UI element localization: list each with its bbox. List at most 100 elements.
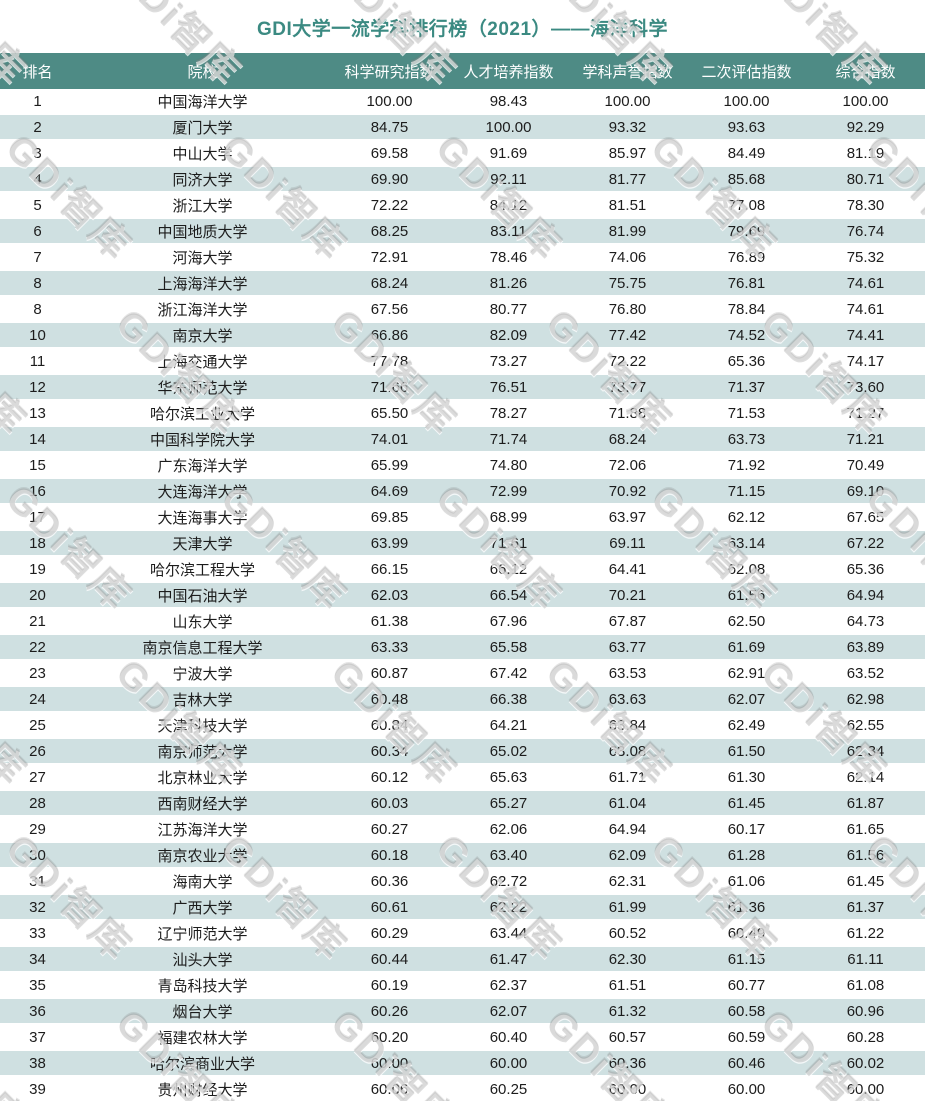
table-row: 35 青岛科技大学 60.19 62.37 61.51 60.77 61.08 bbox=[0, 972, 925, 999]
rank-cell: 22 bbox=[0, 634, 75, 661]
rank-cell: 38 bbox=[0, 1050, 75, 1077]
table-row: 22 南京信息工程大学 63.33 65.58 63.77 61.69 63.89 bbox=[0, 634, 925, 661]
index-value-cell: 74.41 bbox=[806, 322, 925, 349]
rank-cell: 27 bbox=[0, 764, 75, 791]
index-value-cell: 61.11 bbox=[806, 946, 925, 973]
institution-cell: 贵州财经大学 bbox=[75, 1076, 330, 1101]
index-value-cell: 60.17 bbox=[687, 816, 806, 843]
index-value-cell: 68.99 bbox=[449, 504, 568, 531]
table-row: 36 烟台大学 60.26 62.07 61.32 60.58 60.96 bbox=[0, 998, 925, 1025]
institution-cell: 中国海洋大学 bbox=[75, 89, 330, 115]
index-value-cell: 74.17 bbox=[806, 348, 925, 375]
index-value-cell: 77.78 bbox=[330, 348, 449, 375]
index-value-cell: 65.36 bbox=[687, 348, 806, 375]
index-value-cell: 60.44 bbox=[330, 946, 449, 973]
index-value-cell: 60.00 bbox=[449, 1050, 568, 1077]
institution-cell: 广西大学 bbox=[75, 894, 330, 921]
institution-cell: 上海交通大学 bbox=[75, 348, 330, 375]
institution-cell: 南京信息工程大学 bbox=[75, 634, 330, 661]
column-header-reputation-index: 学科声誉指数 bbox=[568, 53, 687, 89]
index-value-cell: 70.92 bbox=[568, 478, 687, 505]
table-row: 17 大连海事大学 69.85 68.99 63.97 62.12 67.65 bbox=[0, 504, 925, 531]
index-value-cell: 100.00 bbox=[449, 114, 568, 141]
index-value-cell: 63.44 bbox=[449, 920, 568, 947]
index-value-cell: 62.98 bbox=[806, 686, 925, 713]
index-value-cell: 60.40 bbox=[449, 1024, 568, 1051]
index-value-cell: 61.56 bbox=[687, 582, 806, 609]
institution-cell: 哈尔滨工程大学 bbox=[75, 556, 330, 583]
rank-cell: 21 bbox=[0, 608, 75, 635]
table-row: 15 广东海洋大学 65.99 74.80 72.06 71.92 70.49 bbox=[0, 452, 925, 479]
table-row: 30 南京农业大学 60.18 63.40 62.09 61.28 61.56 bbox=[0, 842, 925, 869]
index-value-cell: 70.49 bbox=[806, 452, 925, 479]
index-value-cell: 69.90 bbox=[330, 166, 449, 193]
table-row: 13 哈尔滨工业大学 65.50 78.27 71.88 71.53 71.27 bbox=[0, 400, 925, 427]
index-value-cell: 72.91 bbox=[330, 244, 449, 271]
column-header-research-index: 科学研究指数 bbox=[330, 53, 449, 89]
index-value-cell: 62.72 bbox=[449, 868, 568, 895]
index-value-cell: 63.99 bbox=[330, 530, 449, 557]
index-value-cell: 74.80 bbox=[449, 452, 568, 479]
index-value-cell: 63.52 bbox=[806, 660, 925, 687]
index-value-cell: 77.42 bbox=[568, 322, 687, 349]
index-value-cell: 71.37 bbox=[687, 374, 806, 401]
table-row: 27 北京林业大学 60.12 65.63 61.71 61.30 62.14 bbox=[0, 764, 925, 791]
rank-cell: 5 bbox=[0, 192, 75, 219]
institution-cell: 中国地质大学 bbox=[75, 218, 330, 245]
index-value-cell: 73.77 bbox=[568, 374, 687, 401]
index-value-cell: 67.42 bbox=[449, 660, 568, 687]
ranking-table: 排名 院校 科学研究指数 人才培养指数 学科声誉指数 二次评估指数 综合指数 1 中国海洋大学… bbox=[0, 53, 925, 1101]
index-value-cell: 60.36 bbox=[568, 1050, 687, 1077]
index-value-cell: 65.99 bbox=[330, 452, 449, 479]
institution-cell: 中国石油大学 bbox=[75, 582, 330, 609]
index-value-cell: 62.22 bbox=[449, 894, 568, 921]
institution-cell: 南京师范大学 bbox=[75, 738, 330, 765]
index-value-cell: 60.52 bbox=[568, 920, 687, 947]
index-value-cell: 61.15 bbox=[687, 946, 806, 973]
rank-cell: 15 bbox=[0, 452, 75, 479]
index-value-cell: 93.63 bbox=[687, 114, 806, 141]
index-value-cell: 62.14 bbox=[806, 764, 925, 791]
column-header-secondary-eval-index: 二次评估指数 bbox=[687, 53, 806, 89]
table-row: 6 中国地质大学 68.25 83.11 81.99 79.69 76.74 bbox=[0, 218, 925, 245]
institution-cell: 西南财经大学 bbox=[75, 790, 330, 817]
index-value-cell: 60.77 bbox=[687, 972, 806, 999]
table-row: 3 中山大学 69.58 91.69 85.97 84.49 81.19 bbox=[0, 140, 925, 167]
rank-cell: 18 bbox=[0, 530, 75, 557]
index-value-cell: 62.34 bbox=[806, 738, 925, 765]
index-value-cell: 82.09 bbox=[449, 322, 568, 349]
table-row: 26 南京师范大学 60.34 65.02 63.08 61.50 62.34 bbox=[0, 738, 925, 765]
column-header-institution: 院校 bbox=[75, 53, 330, 89]
index-value-cell: 61.30 bbox=[687, 764, 806, 791]
rank-cell: 28 bbox=[0, 790, 75, 817]
index-value-cell: 62.49 bbox=[687, 712, 806, 739]
index-value-cell: 62.09 bbox=[568, 842, 687, 869]
index-value-cell: 66.12 bbox=[449, 556, 568, 583]
index-value-cell: 61.06 bbox=[687, 868, 806, 895]
index-value-cell: 92.11 bbox=[449, 166, 568, 193]
index-value-cell: 60.20 bbox=[330, 1024, 449, 1051]
index-value-cell: 76.89 bbox=[687, 244, 806, 271]
index-value-cell: 85.97 bbox=[568, 140, 687, 167]
index-value-cell: 62.03 bbox=[330, 582, 449, 609]
table-row: 7 河海大学 72.91 78.46 74.06 76.89 75.32 bbox=[0, 244, 925, 271]
institution-cell: 福建农林大学 bbox=[75, 1024, 330, 1051]
table-row: 19 哈尔滨工程大学 66.15 66.12 64.41 62.08 65.36 bbox=[0, 556, 925, 583]
index-value-cell: 62.37 bbox=[449, 972, 568, 999]
index-value-cell: 65.63 bbox=[449, 764, 568, 791]
index-value-cell: 74.61 bbox=[806, 270, 925, 297]
index-value-cell: 61.65 bbox=[806, 816, 925, 843]
index-value-cell: 63.08 bbox=[568, 738, 687, 765]
rank-cell: 4 bbox=[0, 166, 75, 193]
index-value-cell: 61.36 bbox=[687, 894, 806, 921]
rank-cell: 31 bbox=[0, 868, 75, 895]
index-value-cell: 64.94 bbox=[568, 816, 687, 843]
index-value-cell: 61.38 bbox=[330, 608, 449, 635]
rank-cell: 37 bbox=[0, 1024, 75, 1051]
institution-cell: 宁波大学 bbox=[75, 660, 330, 687]
institution-cell: 汕头大学 bbox=[75, 946, 330, 973]
index-value-cell: 63.97 bbox=[568, 504, 687, 531]
index-value-cell: 62.55 bbox=[806, 712, 925, 739]
index-value-cell: 78.84 bbox=[687, 296, 806, 323]
table-row: 18 天津大学 63.99 71.61 69.11 63.14 67.22 bbox=[0, 530, 925, 557]
